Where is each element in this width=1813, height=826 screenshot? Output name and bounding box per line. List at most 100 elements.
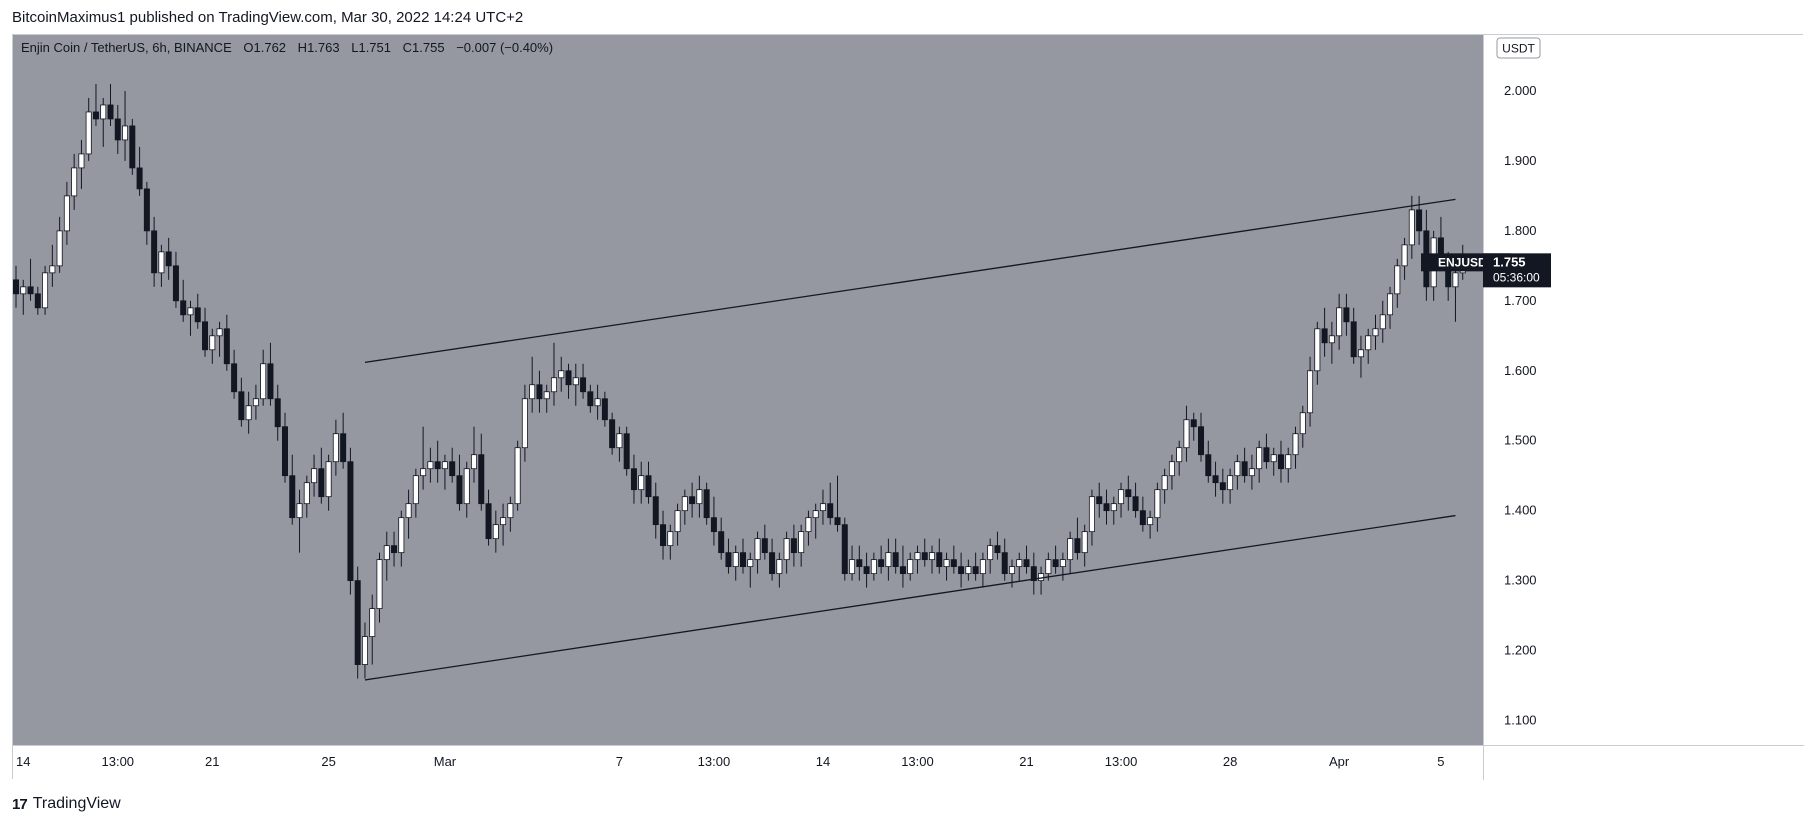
candle [180, 279, 187, 322]
candle-body [645, 475, 652, 498]
price-axis[interactable] [1483, 35, 1804, 745]
candle-body [536, 384, 543, 400]
candle-body [238, 391, 245, 421]
candle [361, 622, 368, 679]
candle [485, 489, 492, 546]
candle [78, 139, 85, 189]
candle-body [78, 153, 85, 169]
candle-body [1350, 321, 1357, 358]
chart-canvas[interactable]: 2.000 1.900 1.800 1.700 1.600 1.500 1.400 1.300… [13, 35, 1804, 780]
candle [521, 384, 528, 462]
candle [1183, 405, 1190, 462]
candle [231, 349, 238, 399]
candle-body [194, 307, 201, 323]
currency-button[interactable]: USDT [1496, 37, 1541, 59]
candle-body [1110, 503, 1117, 512]
trendline-upper[interactable] [364, 198, 1456, 364]
candle [965, 559, 972, 581]
candle-body [1292, 433, 1299, 456]
candle [652, 482, 659, 539]
candle [863, 552, 870, 588]
candle [1168, 454, 1175, 490]
candle [870, 552, 877, 581]
candle-body [652, 496, 659, 526]
candle-body [398, 517, 405, 554]
candle [296, 489, 303, 553]
tradingview-logo-icon[interactable]: 17 [12, 795, 28, 813]
candle-body [56, 230, 63, 267]
candle-body [354, 580, 361, 665]
candle-body [1401, 244, 1408, 267]
candle-body [1190, 419, 1197, 428]
candle-body [747, 559, 754, 568]
candle [1059, 552, 1066, 581]
candle-body [427, 461, 434, 470]
candle-body [943, 559, 950, 568]
candle-body [136, 167, 143, 190]
candle-body [129, 125, 136, 169]
candle [1321, 307, 1328, 357]
candle-body [267, 363, 274, 400]
candle-body [34, 293, 41, 309]
candle-body [223, 328, 230, 365]
candle-body [972, 566, 979, 575]
x-tick-label: 7 [616, 754, 623, 769]
candle [202, 307, 209, 357]
candle [761, 524, 768, 560]
candle-body [340, 433, 347, 463]
candle [645, 461, 652, 504]
candle-body [521, 398, 528, 449]
candle-body [1307, 370, 1314, 414]
candle-body [1183, 419, 1190, 449]
x-tick-label: Mar [434, 754, 457, 769]
candle-body [85, 111, 92, 155]
candle-body [27, 286, 34, 295]
candle [1147, 510, 1154, 539]
candle-body [507, 503, 514, 519]
candle-body [1088, 496, 1095, 533]
candle-body [1139, 510, 1146, 526]
candle [172, 251, 179, 308]
symbol-badge-label: ENJUSDT [1438, 255, 1495, 269]
time-axis[interactable] [13, 745, 1804, 780]
candle [289, 454, 296, 525]
price-badge-value: 1.755 [1493, 254, 1526, 269]
candle-body [1336, 307, 1343, 337]
candle-body [318, 468, 325, 498]
candle-body [529, 384, 536, 400]
candle-body [550, 377, 557, 393]
candle [1365, 328, 1372, 364]
candle-body [710, 517, 717, 533]
candle [1219, 468, 1226, 504]
candle [492, 510, 499, 553]
trendline-lower[interactable] [364, 514, 1456, 681]
candle-body [580, 377, 587, 393]
candle [391, 531, 398, 567]
candle-body [725, 552, 732, 568]
candle [129, 118, 136, 175]
candle-body [281, 426, 288, 477]
candle [899, 545, 906, 588]
candle-body [1052, 559, 1059, 568]
candle-body [471, 454, 478, 470]
candle-body [49, 265, 56, 274]
candle-body [478, 454, 485, 505]
candle [609, 412, 616, 455]
candle [798, 524, 805, 567]
candle-body [1372, 328, 1379, 337]
candle-body [1416, 209, 1423, 232]
candle-body [1045, 559, 1052, 575]
candle-body [1394, 265, 1401, 295]
candle-body [20, 286, 27, 295]
trendlines-layer[interactable] [364, 198, 1456, 681]
x-tick-label: 21 [205, 754, 219, 769]
footer-brand[interactable]: TradingView [32, 795, 121, 812]
candle [580, 363, 587, 399]
candle [812, 503, 819, 539]
candle [601, 391, 608, 427]
candle-body [420, 468, 427, 477]
candle [398, 510, 405, 567]
candle [478, 433, 485, 511]
chart-container[interactable]: 2.000 1.900 1.800 1.700 1.600 1.500 1.400 1.300… [12, 34, 1804, 780]
price-pane[interactable] [13, 35, 1483, 745]
